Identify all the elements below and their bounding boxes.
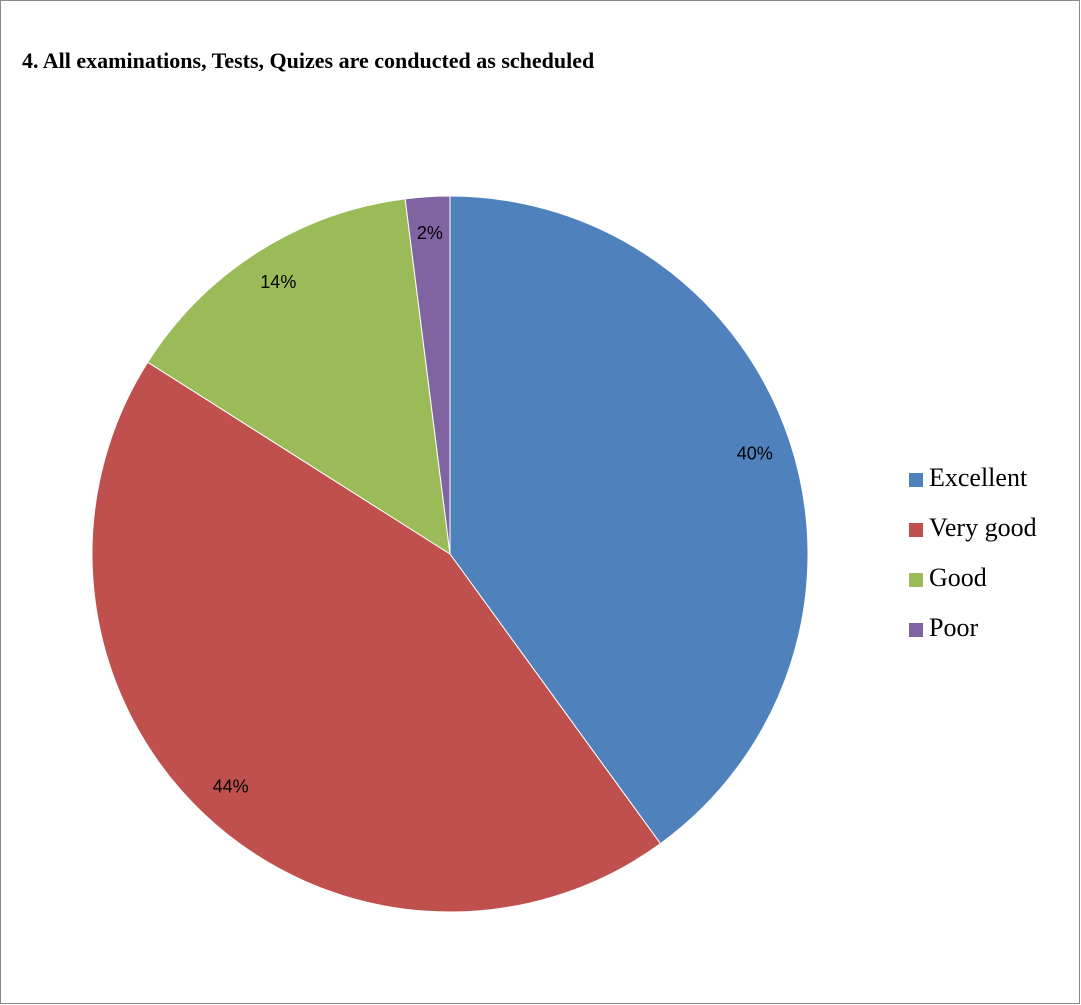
legend-swatch	[909, 573, 923, 587]
pie-slice	[404, 195, 451, 555]
legend-label: Very good	[929, 513, 1037, 542]
legend-swatch	[909, 473, 923, 487]
legend-swatch	[909, 523, 923, 537]
legend-label: Excellent	[929, 463, 1028, 492]
data-label: 14%	[260, 272, 296, 292]
data-label: 2%	[417, 223, 443, 243]
legend-label: Good	[929, 563, 987, 592]
data-label: 40%	[737, 444, 773, 464]
pie-slice	[147, 198, 451, 555]
pie-slice	[91, 361, 662, 913]
chart-title: 4. All examinations, Tests, Quizes are c…	[22, 48, 594, 73]
legend-label: Poor	[929, 613, 978, 642]
pie-slice	[449, 195, 809, 845]
legend-swatch	[909, 623, 923, 637]
data-label: 44%	[213, 776, 249, 796]
